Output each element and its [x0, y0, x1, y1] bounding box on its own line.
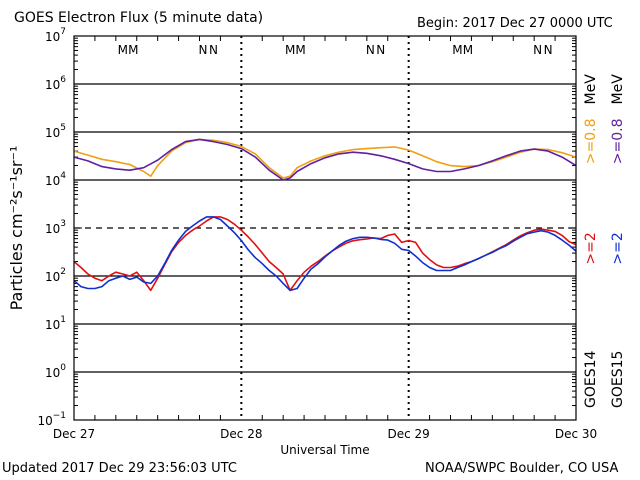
legend-goes14: GOES14>=2>=0.8MeV [583, 74, 599, 408]
legend-entry: GOES14>=2>=0.8MeV [583, 74, 599, 408]
orbit-marker: N [544, 43, 553, 57]
orbit-marker: N [209, 43, 218, 57]
orbit-marker: N [376, 43, 385, 57]
series-line-1 [73, 216, 577, 292]
x-tick-label: Dec 28 [220, 427, 262, 441]
series-line-0 [73, 216, 577, 292]
orbit-marker: M [118, 43, 128, 57]
orbit-marker: N [198, 43, 207, 57]
series-line-2 [73, 138, 577, 179]
x-tick-label: Dec 27 [53, 427, 95, 441]
orbit-marker: N [533, 43, 542, 57]
source-label: NOAA/SWPC Boulder, CO USA [425, 461, 619, 476]
chart-title: GOES Electron Flux (5 minute data) [14, 10, 264, 26]
begin-label: Begin: 2017 Dec 27 0000 UTC [417, 16, 613, 31]
series-line-3 [73, 138, 577, 181]
y-tick-label: 100 [45, 363, 66, 380]
legend-goes15: GOES15>=2>=0.8MeV [610, 74, 626, 408]
updated-label: Updated 2017 Dec 29 23:56:03 UTC [2, 461, 237, 476]
x-axis-label: Universal Time [280, 443, 369, 457]
y-tick-label: 102 [45, 267, 66, 284]
orbit-marker: M [295, 43, 305, 57]
legend-entry: GOES15>=2>=0.8MeV [610, 74, 626, 408]
orbit-marker: M [452, 43, 462, 57]
y-tick-label: 104 [45, 171, 66, 188]
y-tick-label: 103 [45, 219, 66, 236]
x-tick-label: Dec 30 [555, 427, 597, 441]
y-tick-label: 10−1 [37, 411, 66, 428]
y-axis-label: Particles cm⁻²s⁻¹sr⁻¹ [7, 146, 26, 311]
y-tick-label: 107 [45, 27, 66, 44]
orbit-marker: M [463, 43, 473, 57]
orbit-marker: M [128, 43, 138, 57]
y-tick-label: 105 [45, 123, 66, 140]
x-tick-label: Dec 29 [388, 427, 430, 441]
orbit-marker: M [285, 43, 295, 57]
plot-frame [73, 35, 577, 421]
y-tick-label: 106 [45, 75, 66, 92]
orbit-marker: N [366, 43, 375, 57]
y-tick-label: 101 [45, 315, 66, 332]
